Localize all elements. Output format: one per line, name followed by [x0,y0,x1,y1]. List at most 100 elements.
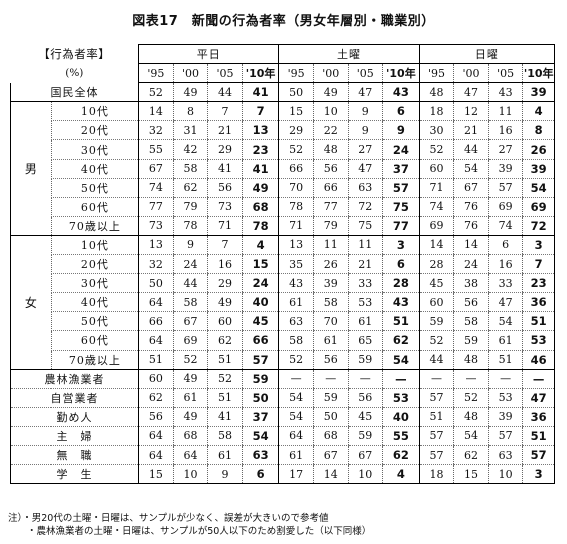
value-cell: 48 [453,350,489,370]
value-cell: 28 [382,273,420,294]
value-cell: 26 [522,139,555,160]
value-cell: 6 [241,464,279,485]
row-label: 無 職 [9,445,139,466]
value-cell: 18 [418,101,454,122]
row-label: 40代 [50,159,139,179]
value-cell: 38 [453,273,489,294]
value-cell: 16 [207,254,243,275]
value-cell: 21 [347,254,383,275]
value-cell: 66 [138,311,174,332]
value-cell: 27 [487,139,523,160]
value-cell: 62 [382,330,420,351]
table-row: 主 婦 64 68 58 54 64 68 59 55 57 54 57 51 [9,426,555,446]
value-cell: 17 [278,464,314,485]
value-cell: 21 [453,120,489,141]
value-cell: 36 [522,292,555,313]
value-cell: 13 [241,120,279,141]
table-row: 自営業者 62 61 51 50 54 59 56 53 57 52 53 47 [9,388,555,408]
value-cell: 23 [241,139,279,160]
value-cell: 24 [382,139,420,160]
value-cell: 64 [138,426,174,446]
value-cell: 43 [278,273,314,294]
value-cell: 3 [382,235,420,256]
row-label: 10代 [50,101,139,122]
value-cell: 57 [418,426,454,446]
value-cell: — [522,369,555,389]
table-row: 学 生 15 10 9 6 17 14 10 4 18 15 10 3 [9,464,555,485]
value-cell: 53 [382,388,420,408]
footnote: 注）・男20代の土曜・日曜は、サンプルが少なく、誤差が大きいので参考値 [8,513,329,524]
value-cell: 54 [278,388,314,408]
value-cell: 4 [522,101,555,122]
value-cell: 7 [207,101,243,122]
value-cell: 24 [172,254,208,275]
value-cell: 56 [347,388,383,408]
row-label: 60代 [50,330,139,351]
value-cell: 63 [241,445,279,466]
value-cell: 74 [418,197,454,217]
year-header: '95 [278,63,314,84]
value-cell: 66 [312,178,349,198]
value-cell: 74 [487,216,523,236]
value-cell: 57 [487,178,523,198]
value-cell: 36 [522,407,555,427]
value-cell: 52 [418,330,454,351]
value-cell: 7 [522,254,555,275]
value-cell: 66 [241,330,279,351]
value-cell: 51 [418,407,454,427]
value-cell: 67 [347,445,383,466]
value-cell: 18 [418,464,454,485]
value-cell: 54 [453,159,489,179]
table-row: 70歳以上 51 52 51 57 52 56 59 54 44 48 51 46 [11,350,555,370]
value-cell: 13 [138,235,174,256]
value-cell: 57 [418,445,454,466]
value-cell: 60 [138,369,174,389]
value-cell: — [487,369,523,389]
value-cell: 73 [138,216,174,236]
row-label: 30代 [50,139,139,160]
table-row: 60代 64 69 62 66 58 61 65 62 52 59 61 53 [11,330,555,351]
value-cell: 3 [522,464,555,485]
value-cell: 69 [522,197,555,217]
table-row: 40代 67 58 41 41 66 56 47 37 60 54 39 39 [11,159,555,179]
value-cell: 11 [312,235,349,256]
value-cell: 50 [241,388,279,408]
value-cell: 64 [138,445,174,466]
value-cell: 10 [172,464,208,485]
value-cell: 59 [418,311,454,332]
value-cell: 49 [172,407,208,427]
table-row: 30代 55 42 29 23 52 48 27 24 52 44 27 26 [11,139,555,160]
value-cell: 61 [487,330,523,351]
value-cell: 6 [382,254,420,275]
value-cell: 10 [487,464,523,485]
value-cell: 14 [138,101,174,122]
year-header: '05 [207,63,243,84]
value-cell: 39 [522,159,555,179]
value-cell: 67 [172,311,208,332]
value-cell: 53 [347,292,383,313]
table-row: 勤め人 56 49 41 37 54 50 45 40 51 48 39 36 [9,407,555,427]
value-cell: 58 [278,330,314,351]
row-label: 70歳以上 [50,216,139,236]
value-cell: — [278,369,314,389]
year-header: '00 [453,63,489,84]
value-cell: 4 [382,464,420,485]
row-label: 学 生 [9,464,139,485]
row-label: 農林漁業者 [9,369,139,389]
footnote: ・農林漁業者の土曜・日曜は、サンプルが50人以下のため割愛した（以下同様） [8,526,372,537]
value-cell: 33 [487,273,523,294]
value-cell: 75 [382,197,420,217]
value-cell: 46 [522,350,555,370]
value-cell: 10 [312,101,349,122]
value-cell: 72 [522,216,555,236]
value-cell: 68 [312,426,349,446]
value-cell: — [453,369,489,389]
value-cell: 57 [522,445,555,466]
value-cell: 50 [312,407,349,427]
value-cell: 8 [522,120,555,141]
value-cell: 11 [347,235,383,256]
value-cell: 62 [207,330,243,351]
value-cell: 47 [522,388,555,408]
value-cell: 43 [382,292,420,313]
value-cell: 79 [172,197,208,217]
